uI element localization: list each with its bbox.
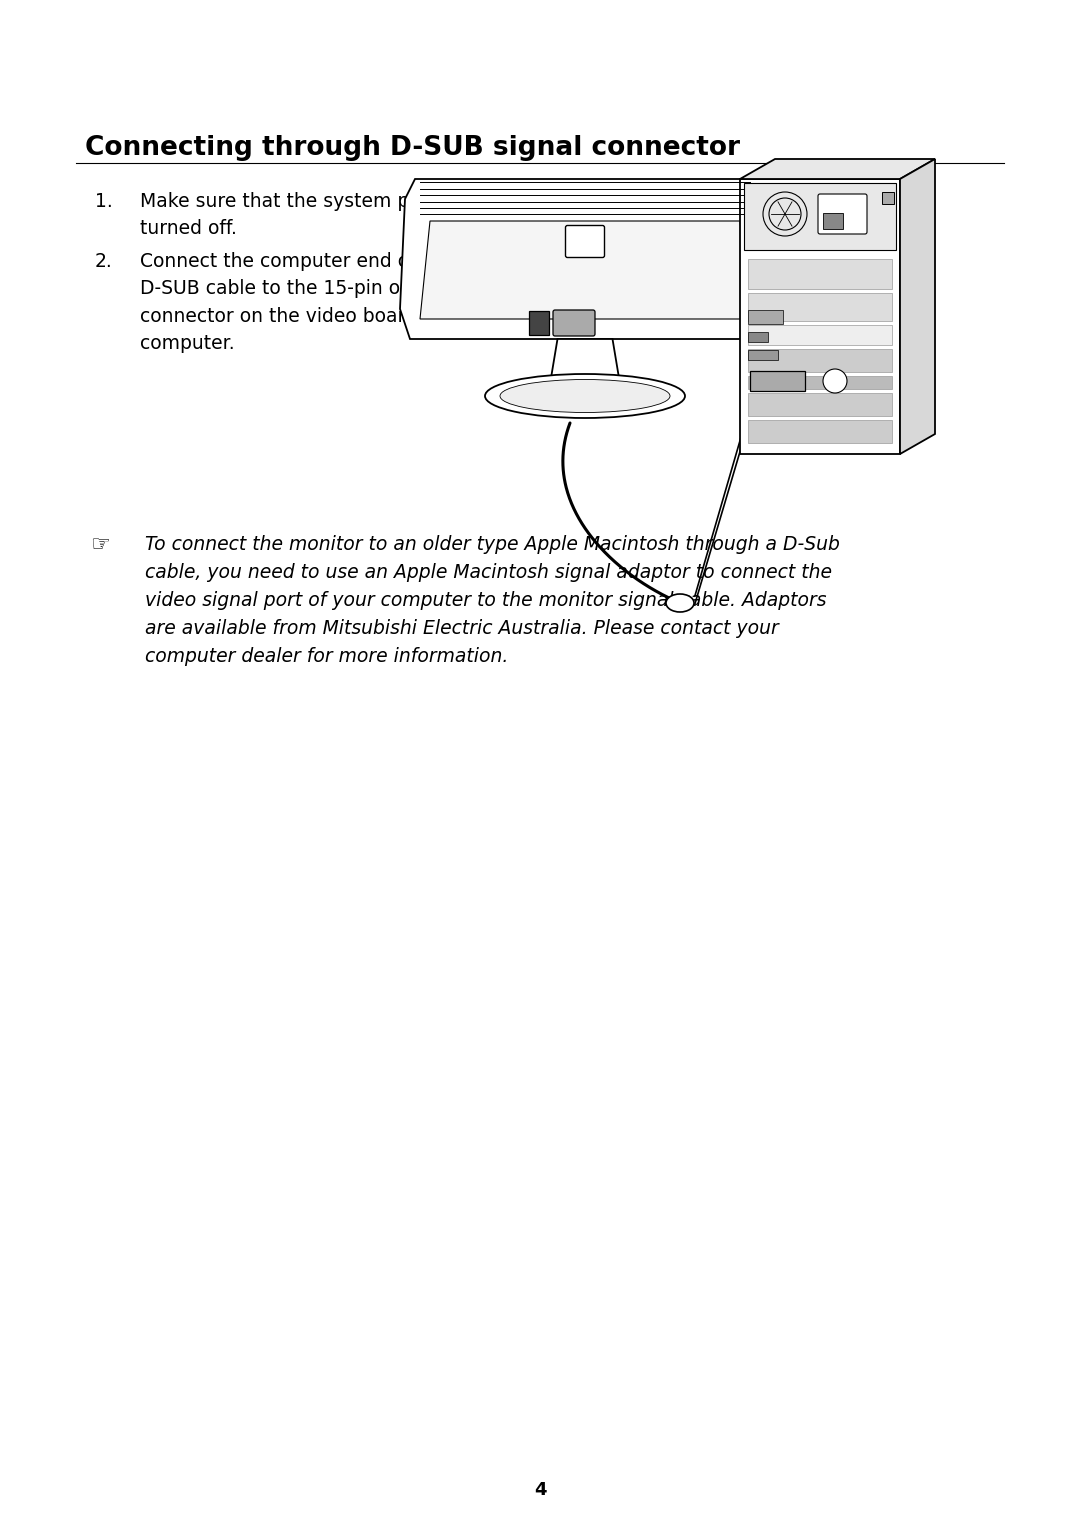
FancyBboxPatch shape [744,183,896,251]
Text: ☞: ☞ [90,535,110,555]
Polygon shape [400,179,770,339]
Bar [748,393,892,416]
Bar [748,349,892,372]
FancyBboxPatch shape [823,213,843,229]
Bar [748,310,783,324]
Ellipse shape [485,375,685,417]
Polygon shape [900,159,935,454]
Polygon shape [740,179,900,454]
FancyBboxPatch shape [566,225,605,257]
Circle shape [823,368,847,393]
Bar [882,193,894,203]
Polygon shape [550,339,620,384]
Ellipse shape [666,593,694,612]
Bar [748,420,892,443]
Bar [748,326,892,346]
Text: 1.: 1. [95,193,112,211]
Text: 4: 4 [534,1482,546,1498]
Bar [748,332,768,342]
Text: Connect the computer end of the
D-SUB cable to the 15-pin output
connector on th: Connect the computer end of the D-SUB ca… [140,252,489,353]
Bar [748,350,778,359]
Bar [748,294,892,321]
Bar [748,258,892,289]
Text: 2.: 2. [95,252,112,271]
Bar [748,376,892,388]
Text: To connect the monitor to an older type Apple Macintosh through a D-Sub
cable, y: To connect the monitor to an older type … [145,535,840,667]
Text: Make sure that the system power is
turned off.: Make sure that the system power is turne… [140,193,476,239]
Text: Connecting through D-SUB signal connector: Connecting through D-SUB signal connecto… [85,135,740,161]
FancyBboxPatch shape [553,310,595,336]
Ellipse shape [500,379,670,413]
FancyBboxPatch shape [529,310,549,335]
FancyBboxPatch shape [818,194,867,234]
Polygon shape [420,222,750,320]
Bar [750,372,805,391]
Polygon shape [740,159,935,179]
